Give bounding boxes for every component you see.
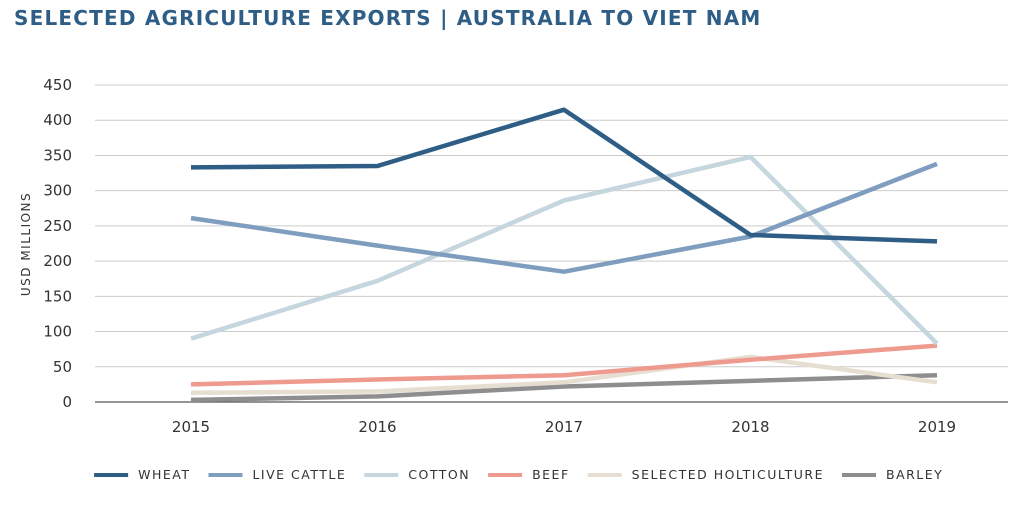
legend-item-barley: BARLEY	[842, 467, 943, 482]
legend-item-wheat: WHEAT	[94, 467, 190, 482]
series-line-live-cattle	[190, 161, 938, 274]
legend-label: SELECTED HOLTICULTURE	[632, 467, 824, 482]
x-tick-label: 2018	[731, 418, 769, 436]
legend-item-cotton: COTTON	[364, 467, 470, 482]
y-tick-label: 450	[43, 76, 72, 94]
legend-label: LIVE CATTLE	[252, 467, 346, 482]
y-tick-label: 350	[43, 146, 72, 164]
y-tick-label: 200	[43, 252, 72, 270]
legend-item-beef: BEEF	[488, 467, 570, 482]
x-axis-ticks: 2015 2016 2017 2018 2019	[172, 418, 956, 436]
legend-label: BARLEY	[886, 467, 943, 482]
legend-item-selected-holticulture: SELECTED HOLTICULTURE	[587, 467, 824, 482]
legend-label: COTTON	[408, 467, 470, 482]
legend: WHEAT LIVE CATTLE COTTON BEEF SELECTED HOLTI…	[94, 467, 943, 482]
gridlines	[95, 84, 1008, 403]
y-tick-label: 50	[53, 358, 72, 376]
series-line-cotton	[190, 154, 939, 346]
series-line-wheat	[190, 107, 938, 244]
x-tick-label: 2016	[358, 418, 396, 436]
chart-title: SELECTED AGRICULTURE EXPORTS | AUSTRALIA…	[14, 6, 762, 30]
y-axis-ticks: 0 50 100 150 200 250 300 350 400 450	[43, 76, 72, 411]
legend-label: BEEF	[532, 467, 570, 482]
y-axis-label: USD MILLIONS	[19, 192, 33, 296]
y-tick-label: 300	[43, 182, 72, 200]
series-line-beef	[190, 343, 938, 387]
legend-label: WHEAT	[138, 467, 190, 482]
x-tick-label: 2019	[918, 418, 956, 436]
y-tick-label: 100	[43, 323, 72, 341]
legend-item-live-cattle: LIVE CATTLE	[208, 467, 346, 482]
series-line-selected-holticulture	[190, 354, 938, 396]
series-line-barley	[190, 372, 938, 403]
y-tick-label: 250	[43, 217, 72, 235]
y-tick-label: 150	[43, 287, 72, 305]
y-tick-label: 400	[43, 111, 72, 129]
series-lines	[190, 107, 939, 403]
y-tick-label: 0	[62, 393, 72, 411]
x-tick-label: 2015	[172, 418, 210, 436]
x-tick-label: 2017	[545, 418, 583, 436]
